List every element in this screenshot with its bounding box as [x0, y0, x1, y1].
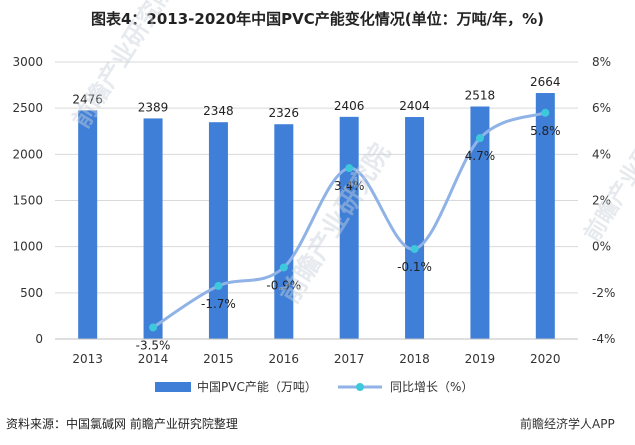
growth-point — [345, 164, 354, 173]
bar-value-label: 2389 — [138, 100, 169, 114]
bar-value-label: 2518 — [465, 89, 496, 103]
bar — [78, 110, 98, 340]
line-series: -3.5% -1.7% -0.9% 3.4% -0.1% 4.7% 5.8% — [136, 108, 561, 352]
y-right-tick-label: -4% — [592, 332, 615, 346]
bar-value-label: 2404 — [399, 99, 430, 113]
x-tick-label: 2014 — [138, 352, 169, 366]
chart-title: 图表4：2013-2020年中国PVC产能变化情况(单位：万吨/年，%) — [91, 10, 544, 28]
legend-swatch-marker — [356, 383, 364, 391]
bar — [274, 124, 294, 339]
bar — [339, 116, 359, 339]
x-tick-label: 2017 — [334, 352, 365, 366]
x-tick-label: 2016 — [269, 352, 300, 366]
y-left-tick-label: 1000 — [12, 240, 43, 254]
y-left-tick-label: 2000 — [12, 147, 43, 161]
y-left-tick-label: 3000 — [12, 55, 43, 69]
x-tick-label: 2018 — [399, 352, 430, 366]
bar — [470, 106, 490, 339]
growth-point — [214, 281, 223, 290]
x-tick-label: 2015 — [203, 352, 234, 366]
growth-value-label: -3.5% — [136, 338, 171, 352]
y-right-tick-label: -2% — [592, 286, 615, 300]
growth-value-label: 3.4% — [334, 179, 365, 193]
y-left-tick-label: 500 — [20, 286, 43, 300]
y-right-tick-label: 6% — [592, 101, 611, 115]
source-note: 资料来源：中国氯碱网 前瞻产业研究院整理 — [6, 417, 238, 431]
y-right-tick-label: 0% — [592, 240, 611, 254]
growth-point — [149, 323, 158, 332]
legend-label-line: 同比增长（%） — [390, 380, 473, 394]
growth-value-label: -0.9% — [266, 278, 301, 292]
growth-value-label: 4.7% — [465, 149, 496, 163]
y-left-tick-label: 2500 — [12, 101, 43, 115]
x-tick-label: 2020 — [530, 352, 561, 366]
growth-point — [541, 108, 550, 117]
bar-value-label: 2476 — [72, 92, 103, 106]
y-right-tick-label: 4% — [592, 147, 611, 161]
grid-lines — [55, 61, 578, 294]
growth-point — [279, 263, 288, 272]
y-left-tick-label: 1500 — [12, 194, 43, 208]
bar — [405, 117, 425, 339]
bar-series: 2476 2389 2348 2326 2406 2404 2518 2664 — [72, 75, 561, 340]
brand-label: 前瞻经济学人APP — [520, 417, 615, 431]
y-right-tick-label: 8% — [592, 55, 611, 69]
x-tick-label: 2013 — [72, 352, 103, 366]
growth-point — [410, 244, 419, 253]
bar-value-label: 2348 — [203, 104, 234, 118]
axes: 0 500 1000 1500 2000 2500 3000 -4% -2% 0% 2% 4% 6% 8%… — [12, 55, 615, 366]
bar-value-label: 2406 — [334, 99, 365, 113]
bar — [535, 93, 555, 339]
legend-swatch-bar — [155, 382, 191, 392]
y-right-tick-label: 2% — [592, 194, 611, 208]
growth-point — [475, 134, 484, 143]
bar-value-label: 2664 — [530, 75, 561, 89]
growth-value-label: 5.8% — [530, 124, 561, 138]
growth-value-label: -0.1% — [397, 260, 432, 274]
bar — [143, 118, 163, 339]
legend-label-bar: 中国PVC产能（万吨） — [197, 379, 317, 394]
bar-value-label: 2326 — [269, 106, 300, 120]
y-left-tick-label: 0 — [35, 332, 43, 346]
x-tick-label: 2019 — [465, 352, 496, 366]
legend: 中国PVC产能（万吨） 同比增长（%） — [155, 379, 473, 394]
growth-value-label: -1.7% — [201, 297, 236, 311]
